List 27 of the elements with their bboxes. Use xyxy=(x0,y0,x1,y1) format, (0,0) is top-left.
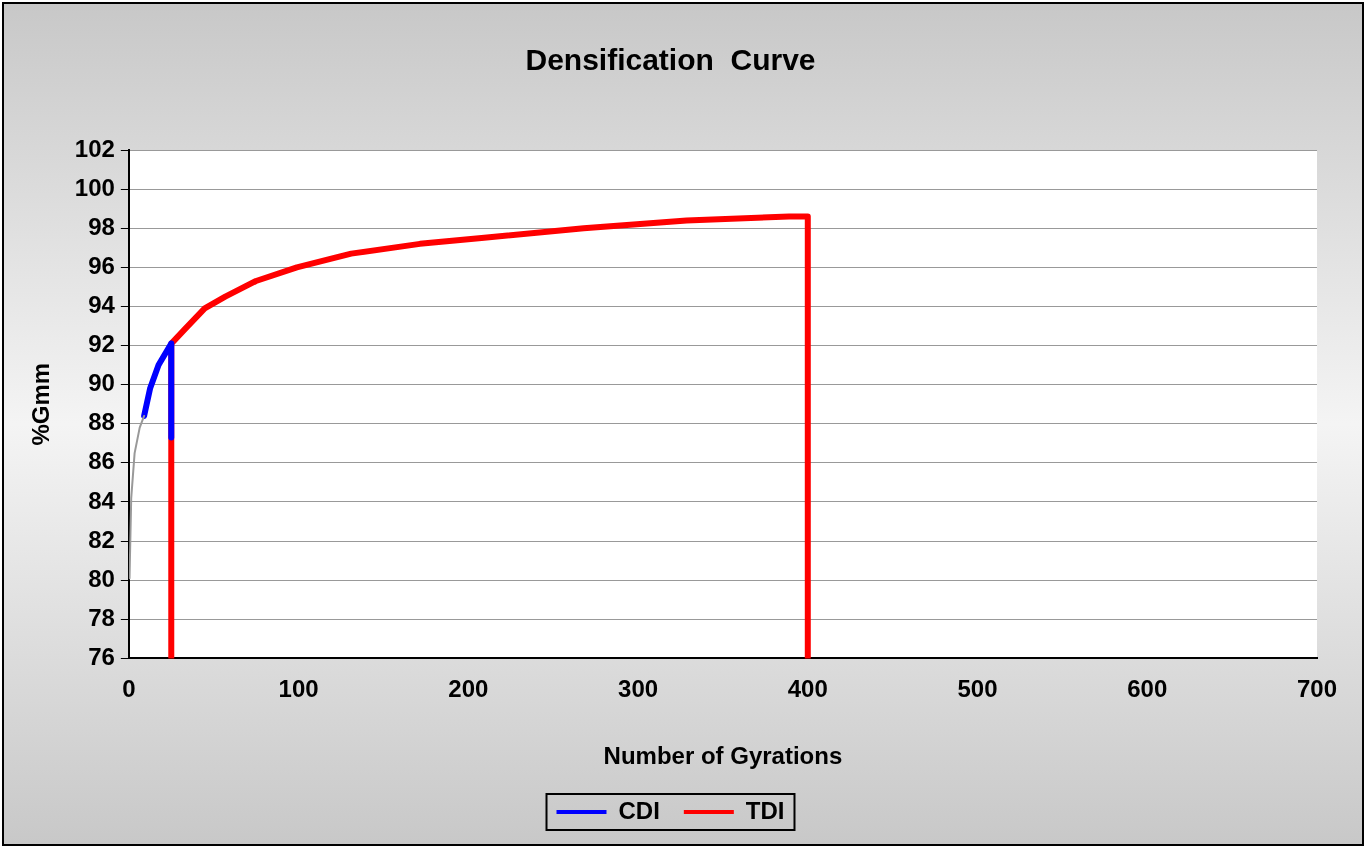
y-tick-label: 78 xyxy=(88,603,115,631)
y-tick-label: 92 xyxy=(88,330,115,358)
y-tick-label: 88 xyxy=(88,408,115,436)
x-tick-label: 100 xyxy=(278,675,319,703)
y-tick-label: 100 xyxy=(74,173,115,201)
y-tick-label: 90 xyxy=(88,369,115,397)
legend-label: TDI xyxy=(745,796,785,824)
x-tick-label: 400 xyxy=(787,675,828,703)
chart-title: Densification Curve xyxy=(525,43,816,77)
y-tick-label: 84 xyxy=(88,486,116,514)
y-tick-label: 80 xyxy=(88,564,115,592)
x-tick-label: 300 xyxy=(618,675,659,703)
y-tick-label: 96 xyxy=(88,251,115,279)
y-tick-label: 76 xyxy=(88,643,115,671)
y-tick-label: 98 xyxy=(88,212,115,240)
x-tick-label: 700 xyxy=(1296,675,1338,703)
legend-label: CDI xyxy=(618,796,660,824)
y-tick-label: 102 xyxy=(74,134,115,162)
x-tick-label: 0 xyxy=(122,675,136,703)
y-axis-title: %Gmm xyxy=(27,362,55,446)
x-axis-title: Number of Gyrations xyxy=(603,742,843,770)
y-tick-label: 94 xyxy=(88,291,116,319)
x-tick-label: 500 xyxy=(957,675,998,703)
y-tick-label: 86 xyxy=(88,447,115,475)
x-tick-label: 200 xyxy=(448,675,489,703)
x-tick-label: 600 xyxy=(1127,675,1168,703)
y-tick-label: 82 xyxy=(88,525,115,553)
